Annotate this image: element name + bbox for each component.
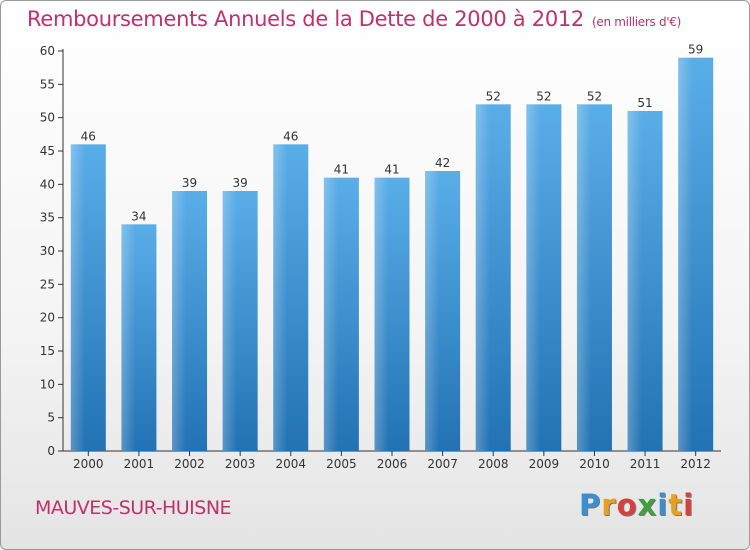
y-tick-label: 0 <box>47 444 55 458</box>
x-tick-label: 2006 <box>377 457 408 471</box>
data-label: 46 <box>81 129 96 143</box>
bar-highlight <box>526 104 562 451</box>
y-tick-label: 60 <box>40 44 55 58</box>
bar-highlight <box>475 104 511 451</box>
data-label: 59 <box>688 43 703 57</box>
commune-name: MAUVES-SUR-HUISNE <box>35 497 232 519</box>
data-label: 34 <box>131 209 146 223</box>
x-tick-label: 2003 <box>225 457 256 471</box>
y-tick-label: 50 <box>40 111 55 125</box>
data-label: 39 <box>182 176 197 190</box>
x-tick-label: 2007 <box>427 457 458 471</box>
bar-highlight <box>678 57 714 452</box>
bar-highlight <box>323 177 359 451</box>
y-tick-label: 10 <box>40 377 55 391</box>
logo-letter: P <box>579 488 602 522</box>
x-tick-label: 2010 <box>579 457 610 471</box>
data-label: 51 <box>637 96 652 110</box>
bar-highlight <box>222 191 258 451</box>
bar-highlight <box>172 191 208 451</box>
y-tick-label: 55 <box>40 77 55 91</box>
proxiti-logo: Proxiti <box>579 488 694 522</box>
unit-note: (en milliers d'€) <box>592 15 682 29</box>
x-tick-label: 2001 <box>124 457 155 471</box>
bar-highlight <box>374 177 410 451</box>
y-tick-label: 15 <box>40 344 55 358</box>
chart-title-text: Remboursements Annuels de la Dette de 20… <box>27 7 584 31</box>
logo-letter: t <box>668 488 684 522</box>
bar-highlight <box>273 144 309 452</box>
x-tick-label: 2011 <box>630 457 661 471</box>
x-tick-label: 2005 <box>326 457 357 471</box>
y-tick-label: 40 <box>40 177 55 191</box>
bar-highlight <box>576 104 612 451</box>
y-tick-label: 5 <box>47 411 55 425</box>
x-tick-label: 2000 <box>73 457 104 471</box>
x-tick-label: 2002 <box>174 457 205 471</box>
data-label: 42 <box>435 156 450 170</box>
logo-letter: x <box>637 488 658 522</box>
chart-title: Remboursements Annuels de la Dette de 20… <box>27 7 681 31</box>
bar-highlight <box>121 224 157 451</box>
x-tick-label: 2004 <box>275 457 306 471</box>
y-tick-label: 30 <box>40 244 55 258</box>
data-label: 52 <box>486 89 501 103</box>
data-label: 39 <box>233 176 248 190</box>
bar-highlight <box>627 111 663 451</box>
logo-letter: r <box>601 488 617 522</box>
data-label: 46 <box>283 129 298 143</box>
logo-letter: i <box>657 488 669 522</box>
logo-letter: i <box>683 488 695 522</box>
y-tick-label: 45 <box>40 144 55 158</box>
y-tick-label: 20 <box>40 311 55 325</box>
x-tick-label: 2012 <box>680 457 711 471</box>
logo-letter: o <box>616 488 638 522</box>
bar-highlight <box>70 144 106 452</box>
x-tick-label: 2008 <box>478 457 509 471</box>
data-label: 41 <box>334 163 349 177</box>
bar-highlight <box>425 171 461 451</box>
y-tick-label: 25 <box>40 277 55 291</box>
data-label: 52 <box>536 89 551 103</box>
data-label: 52 <box>587 89 602 103</box>
y-tick-label: 35 <box>40 211 55 225</box>
data-label: 41 <box>384 163 399 177</box>
x-tick-label: 2009 <box>529 457 560 471</box>
